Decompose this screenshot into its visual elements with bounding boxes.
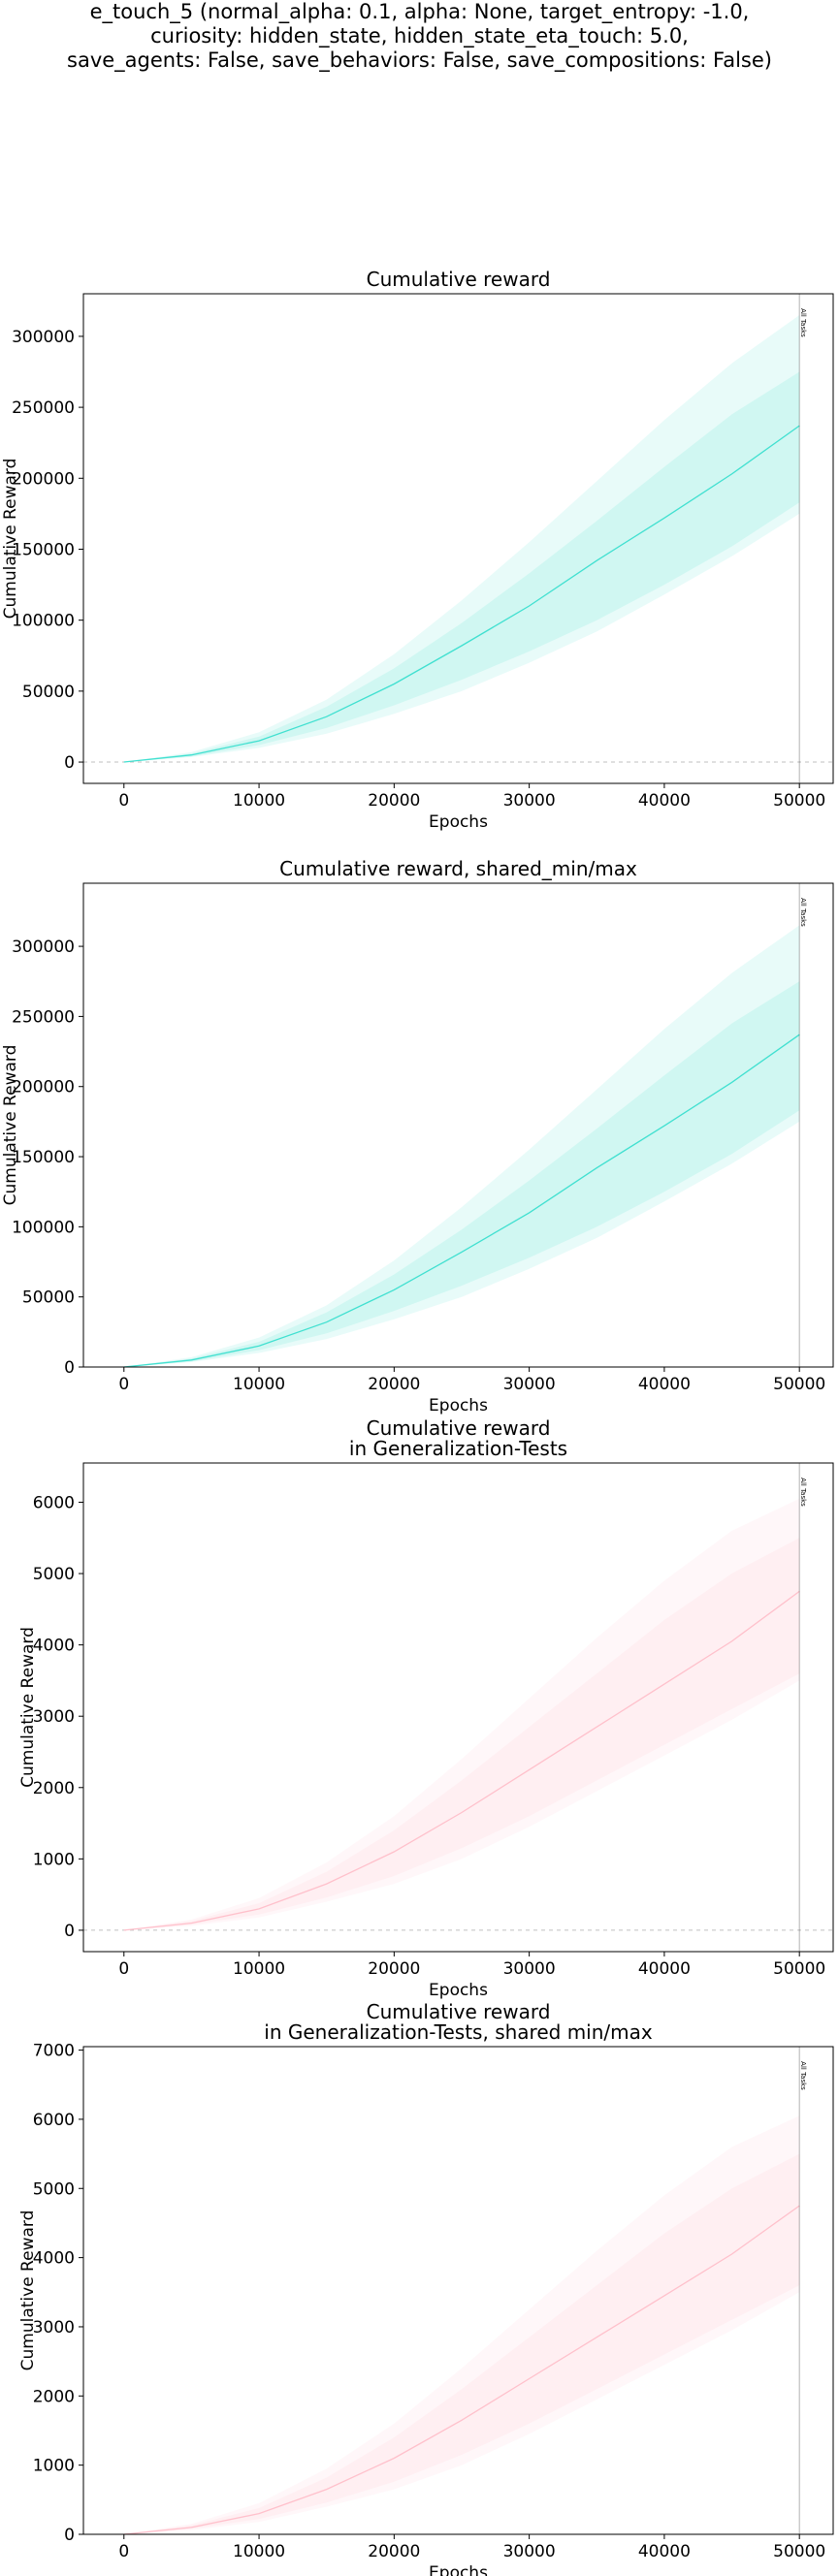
y-tick-label: 250000 xyxy=(12,398,75,418)
plot-frame xyxy=(82,293,834,784)
y-tick-label: 300000 xyxy=(12,938,75,957)
figure-title-line: save_agents: False, save_behaviors: Fals… xyxy=(67,48,772,72)
plot-frame xyxy=(82,2046,834,2535)
y-tick-label: 50000 xyxy=(22,683,75,702)
x-tick-label: 0 xyxy=(118,1375,129,1394)
x-tick-label: 10000 xyxy=(233,1959,285,1979)
y-axis-label: Cumulative Reward xyxy=(18,2210,38,2371)
y-tick-label: 6000 xyxy=(33,2111,75,2130)
std-band xyxy=(123,981,800,1367)
min-max-band xyxy=(123,2115,800,2534)
x-tick-label: 50000 xyxy=(773,1959,825,1979)
y-tick-label: 0 xyxy=(64,753,75,773)
figure-title: e_touch_5 (normal_alpha: 0.1, alpha: Non… xyxy=(0,0,839,73)
std-band xyxy=(123,371,800,762)
all-tasks-label: All Tasks xyxy=(799,1478,807,1507)
figure-title-line: curiosity: hidden_state, hidden_state_et… xyxy=(150,24,689,48)
y-tick-label: 200000 xyxy=(12,469,75,489)
plot-frame xyxy=(82,1462,834,1953)
series-line xyxy=(123,2205,800,2535)
x-tick-label: 40000 xyxy=(638,1375,691,1394)
x-tick-label: 0 xyxy=(118,1959,129,1979)
min-max-band xyxy=(123,925,800,1367)
figure-title-line: e_touch_5 (normal_alpha: 0.1, alpha: Non… xyxy=(89,0,750,23)
y-tick-label: 0 xyxy=(64,1358,75,1378)
x-tick-label: 40000 xyxy=(638,1959,691,1979)
x-tick-label: 0 xyxy=(118,2542,129,2561)
chart-title: in Generalization-Tests xyxy=(349,1437,567,1460)
min-max-band xyxy=(123,315,800,762)
x-tick-label: 50000 xyxy=(773,1375,825,1394)
y-tick-label: 250000 xyxy=(12,1007,75,1027)
x-tick-label: 40000 xyxy=(638,2542,691,2561)
x-tick-label: 10000 xyxy=(233,2542,285,2561)
series-line xyxy=(123,425,800,763)
x-axis-label: Epochs xyxy=(429,2563,488,2576)
min-max-band xyxy=(123,1498,800,1930)
x-tick-label: 20000 xyxy=(368,1959,420,1979)
y-tick-label: 4000 xyxy=(33,1637,75,1656)
chart-title: Cumulative reward, shared_min/max xyxy=(279,857,637,880)
all-tasks-label: All Tasks xyxy=(799,898,807,927)
x-tick-label: 20000 xyxy=(368,2542,420,2561)
all-tasks-label: All Tasks xyxy=(799,308,807,337)
x-tick-label: 10000 xyxy=(233,1375,285,1394)
chart-2: Cumulative reward, shared_min/max All Tas… xyxy=(1,857,834,1415)
x-tick-label: 30000 xyxy=(503,1375,556,1394)
y-tick-label: 4000 xyxy=(33,2249,75,2269)
y-tick-label: 0 xyxy=(64,1922,75,1941)
series-line xyxy=(123,1034,800,1368)
y-tick-label: 50000 xyxy=(22,1288,75,1308)
y-tick-label: 7000 xyxy=(33,2042,75,2061)
chart-title: Cumulative reward xyxy=(367,2000,551,2023)
x-axis-label: Epochs xyxy=(429,812,488,832)
y-tick-label: 5000 xyxy=(33,2179,75,2199)
std-band xyxy=(123,2153,800,2534)
x-tick-label: 20000 xyxy=(368,1375,420,1394)
x-tick-label: 40000 xyxy=(638,791,691,811)
y-tick-label: 150000 xyxy=(12,540,75,559)
x-axis-label: Epochs xyxy=(429,1396,488,1415)
y-tick-label: 100000 xyxy=(12,1218,75,1237)
y-tick-label: 150000 xyxy=(12,1148,75,1167)
x-tick-label: 30000 xyxy=(503,2542,556,2561)
y-tick-label: 5000 xyxy=(33,1565,75,1584)
chart-title: in Generalization-Tests, shared min/max xyxy=(264,2020,653,2044)
all-tasks-label: All Tasks xyxy=(799,2061,807,2090)
x-tick-label: 30000 xyxy=(503,1959,556,1979)
y-axis-label: Cumulative Reward xyxy=(1,1045,20,1206)
y-tick-label: 300000 xyxy=(12,328,75,347)
y-tick-label: 0 xyxy=(64,2526,75,2545)
y-tick-label: 1000 xyxy=(33,1850,75,1869)
chart-1: Cumulative reward All Tasks 0 10000 20000 300… xyxy=(1,268,834,832)
y-tick-label: 1000 xyxy=(33,2457,75,2476)
y-tick-label: 6000 xyxy=(33,1493,75,1512)
series-line xyxy=(123,1590,800,1931)
x-tick-label: 0 xyxy=(118,791,129,811)
y-tick-label: 2000 xyxy=(33,2387,75,2406)
x-tick-label: 10000 xyxy=(233,791,285,811)
x-tick-label: 50000 xyxy=(773,791,825,811)
chart-title: Cumulative reward xyxy=(367,1416,551,1440)
plot-frame xyxy=(82,882,834,1368)
x-axis-label: Epochs xyxy=(429,1981,488,2000)
y-axis-label: Cumulative Reward xyxy=(18,1627,38,1788)
y-tick-label: 100000 xyxy=(12,612,75,631)
y-tick-label: 200000 xyxy=(12,1078,75,1097)
y-axis-label: Cumulative Reward xyxy=(1,459,20,620)
y-tick-label: 3000 xyxy=(33,1707,75,1727)
x-tick-label: 50000 xyxy=(773,2542,825,2561)
y-tick-label: 3000 xyxy=(33,2318,75,2337)
chart-title: Cumulative reward xyxy=(367,268,551,291)
x-tick-label: 20000 xyxy=(368,791,420,811)
y-tick-label: 2000 xyxy=(33,1779,75,1798)
x-tick-label: 30000 xyxy=(503,791,556,811)
std-band xyxy=(123,1538,800,1930)
